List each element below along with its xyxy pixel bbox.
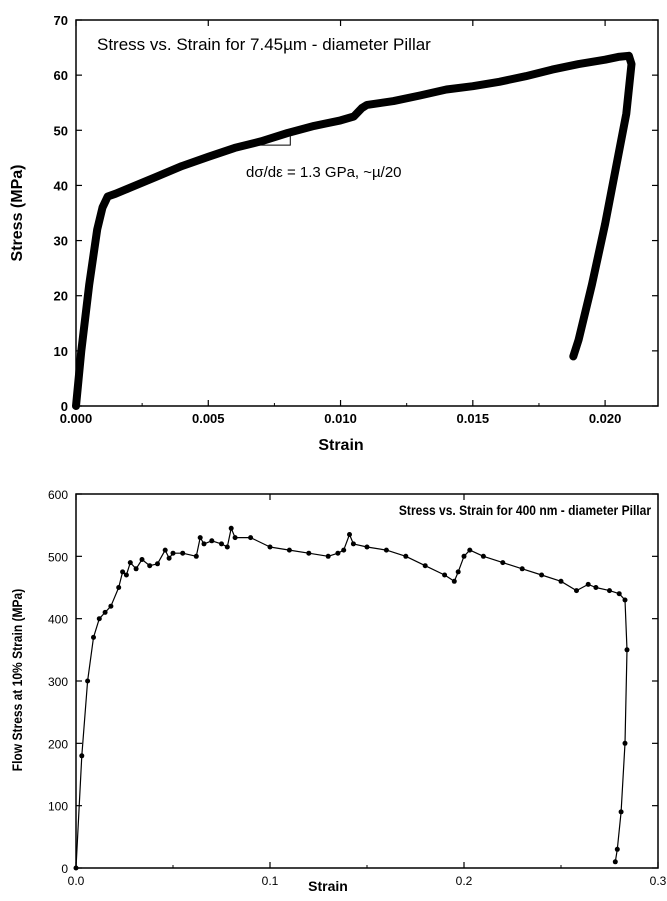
data-point	[350, 541, 356, 547]
y-tick-label: 60	[54, 68, 68, 83]
data-point	[73, 865, 79, 871]
data-point	[127, 560, 133, 566]
data-point	[147, 563, 153, 569]
y-tick-label: 300	[48, 675, 68, 689]
data-point	[85, 678, 91, 684]
data-point	[79, 753, 85, 759]
data-point	[624, 647, 630, 653]
y-axis-label: Flow Stress at 10% Strain (MPa)	[9, 589, 25, 772]
data-point	[593, 585, 599, 590]
x-tick-label: 0.0	[68, 874, 85, 888]
data-point	[519, 566, 525, 572]
data-point	[574, 588, 579, 594]
x-axis-label: Strain	[308, 878, 348, 894]
data-point	[364, 544, 370, 550]
data-point	[607, 588, 612, 594]
y-axis-label: Stress (MPa)	[9, 165, 26, 262]
data-point	[616, 591, 622, 597]
data-point	[224, 544, 230, 550]
chart-title: Stress vs. Strain for 7.45µm - diameter …	[97, 35, 431, 54]
x-tick-label: 0.020	[589, 411, 622, 426]
data-point	[612, 859, 618, 865]
data-point	[467, 547, 473, 553]
slope-triangle	[255, 134, 291, 146]
data-point	[108, 603, 114, 609]
y-tick-label: 500	[48, 550, 68, 564]
data-point	[622, 597, 628, 603]
data-point	[614, 846, 620, 852]
data-point	[139, 557, 145, 562]
data-point	[162, 547, 168, 553]
data-point	[383, 547, 389, 553]
y-tick-label: 400	[48, 613, 68, 627]
data-point	[455, 569, 461, 575]
data-point	[232, 535, 238, 541]
data-point	[622, 740, 628, 746]
data-point	[500, 560, 506, 566]
data-point	[166, 555, 172, 561]
data-point	[201, 541, 207, 547]
y-tick-label: 0	[61, 399, 68, 414]
x-axis-label: Strain	[318, 437, 363, 454]
x-tick-label: 0.015	[457, 411, 490, 426]
y-tick-label: 100	[48, 800, 68, 814]
chart-400nm-pillar: Stress vs. Strain for 400 nm - diameter …	[9, 488, 667, 894]
y-tick-label: 50	[54, 123, 68, 138]
data-point	[335, 550, 341, 556]
data-point	[451, 578, 457, 584]
data-point	[618, 809, 624, 815]
data-point	[461, 553, 467, 559]
data-point	[102, 609, 108, 615]
data-point	[267, 544, 273, 550]
data-point	[306, 550, 312, 556]
y-tick-label: 200	[48, 737, 68, 751]
data-point	[96, 616, 102, 622]
slope-annotation: dσ/dε = 1.3 GPa, ~µ/20	[246, 164, 402, 181]
y-tick-label: 70	[54, 13, 68, 28]
data-point	[219, 541, 224, 547]
y-tick-label: 0	[61, 862, 68, 876]
data-point	[341, 547, 347, 553]
data-point	[539, 572, 545, 578]
y-tick-label: 40	[54, 178, 68, 193]
data-point	[91, 634, 96, 640]
series-line	[72, 51, 636, 410]
data-point	[228, 525, 234, 531]
data-point	[209, 538, 215, 544]
data-point	[422, 563, 428, 569]
data-point	[120, 569, 126, 575]
x-tick-label: 0.2	[456, 874, 473, 888]
data-point	[480, 553, 486, 559]
chart-title: Stress vs. Strain for 400 nm - diameter …	[399, 502, 651, 518]
data-point	[155, 561, 160, 567]
x-tick-label: 0.3	[650, 874, 667, 888]
data-point	[347, 532, 352, 537]
y-tick-label: 600	[48, 488, 68, 502]
data-point	[180, 550, 186, 556]
plot-frame	[75, 19, 659, 407]
data-point	[403, 553, 409, 559]
data-point	[197, 535, 203, 541]
data-point	[585, 581, 591, 587]
data-point	[170, 550, 176, 556]
data-point	[248, 535, 254, 541]
data-point	[558, 578, 564, 584]
y-tick-label: 10	[54, 344, 68, 359]
y-tick-label: 30	[54, 234, 68, 249]
data-point	[442, 572, 448, 578]
series-line	[75, 527, 628, 869]
data-point	[325, 553, 331, 559]
x-tick-label: 0.000	[60, 411, 93, 426]
data-point	[133, 566, 139, 572]
data-point	[123, 572, 129, 578]
chart-7.45um-pillar: Stress vs. Strain for 7.45µm - diameter …	[9, 13, 659, 454]
y-tick-label: 20	[54, 289, 68, 304]
x-tick-label: 0.005	[192, 411, 225, 426]
data-point	[193, 553, 199, 559]
x-tick-label: 0.010	[324, 411, 357, 426]
data-point	[286, 547, 292, 553]
x-tick-label: 0.1	[262, 874, 279, 888]
data-point	[116, 585, 122, 590]
